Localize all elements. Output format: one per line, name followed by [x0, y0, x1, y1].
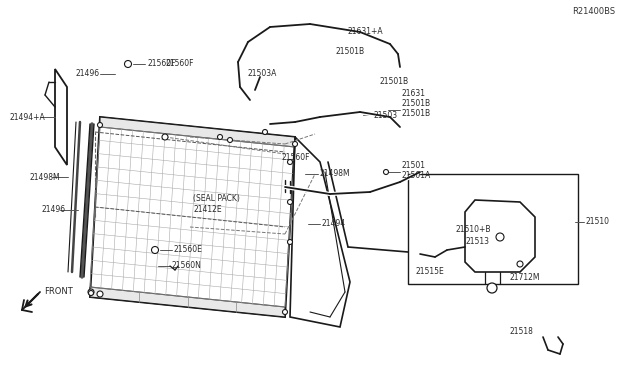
- Text: 21560F: 21560F: [165, 60, 193, 68]
- Text: 21560F: 21560F: [147, 60, 175, 68]
- Circle shape: [97, 291, 103, 297]
- Text: 21498M: 21498M: [320, 170, 351, 179]
- Text: 21513: 21513: [465, 237, 489, 247]
- Text: 21631: 21631: [402, 90, 426, 99]
- Text: 21501B: 21501B: [335, 48, 364, 57]
- Text: 21501B: 21501B: [402, 99, 431, 109]
- Text: 21494+A: 21494+A: [10, 112, 45, 122]
- Circle shape: [162, 134, 168, 140]
- Circle shape: [88, 291, 93, 295]
- Text: 21498M: 21498M: [30, 173, 61, 182]
- Circle shape: [262, 129, 268, 135]
- Circle shape: [97, 122, 102, 128]
- Circle shape: [88, 289, 94, 295]
- Text: 21501B: 21501B: [402, 109, 431, 119]
- Circle shape: [282, 310, 287, 314]
- Text: 21510+B: 21510+B: [455, 225, 490, 234]
- Text: (SEAL PACK): (SEAL PACK): [193, 195, 240, 203]
- Text: 21560N: 21560N: [172, 262, 202, 270]
- Text: 21496: 21496: [75, 70, 99, 78]
- Polygon shape: [100, 117, 295, 147]
- Text: 21712M: 21712M: [510, 273, 541, 282]
- Text: 21412E: 21412E: [193, 205, 221, 214]
- Circle shape: [287, 240, 292, 244]
- Text: 21503: 21503: [374, 110, 398, 119]
- Text: R21400BS: R21400BS: [572, 7, 615, 16]
- Circle shape: [287, 199, 292, 205]
- Text: 21560E: 21560E: [173, 246, 202, 254]
- Circle shape: [287, 160, 292, 164]
- Text: 21503A: 21503A: [247, 70, 276, 78]
- Text: 21515E: 21515E: [415, 267, 444, 276]
- Polygon shape: [90, 287, 285, 317]
- Text: 21518: 21518: [510, 327, 534, 337]
- Text: 21501: 21501: [402, 160, 426, 170]
- Text: 21496: 21496: [41, 205, 65, 215]
- Circle shape: [496, 233, 504, 241]
- Circle shape: [227, 138, 232, 142]
- Circle shape: [125, 61, 131, 67]
- Circle shape: [152, 247, 159, 253]
- Text: 21631+A: 21631+A: [348, 28, 383, 36]
- Circle shape: [383, 170, 388, 174]
- Circle shape: [517, 261, 523, 267]
- Text: 21560F: 21560F: [282, 153, 310, 161]
- Text: 21501A: 21501A: [402, 170, 431, 180]
- Text: FRONT: FRONT: [44, 288, 73, 296]
- Circle shape: [218, 135, 223, 140]
- Text: 21501B: 21501B: [380, 77, 409, 87]
- Circle shape: [487, 283, 497, 293]
- Circle shape: [292, 141, 298, 147]
- Text: 21510: 21510: [585, 218, 609, 227]
- Text: 21494: 21494: [322, 219, 346, 228]
